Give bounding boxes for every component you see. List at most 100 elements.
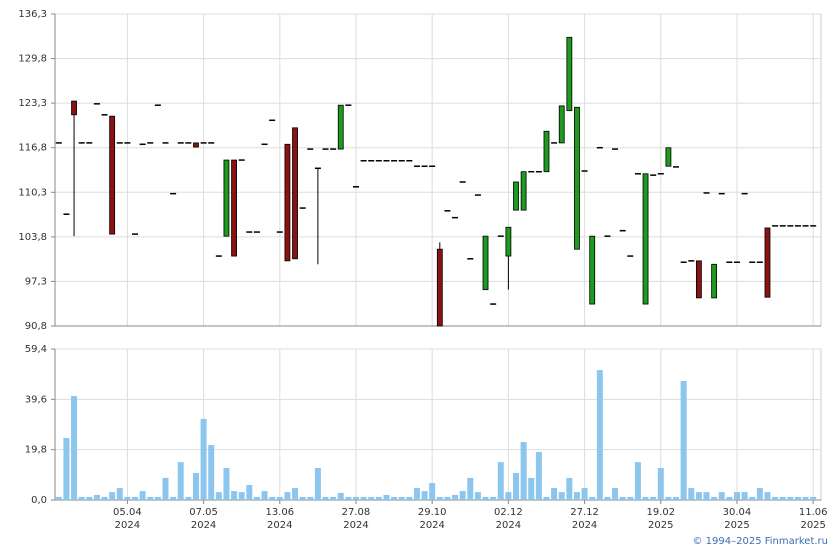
x-tick-label: 19.02 2025 (646, 507, 676, 531)
volume-bar (413, 488, 420, 500)
volume-bar (299, 496, 306, 500)
volume-bar (482, 496, 489, 500)
volume-bar (802, 496, 809, 500)
volume-bar (223, 467, 230, 500)
x-tick-label: 13.06 2024 (265, 507, 295, 531)
volume-bar (535, 451, 542, 500)
x-tick-label: 07.05 2024 (189, 507, 218, 531)
candle-body (711, 263, 718, 299)
y-tick-label: 110,3 (18, 187, 47, 198)
candle-body (337, 104, 344, 150)
volume-bar (185, 496, 192, 500)
x-tick-label: 30.04 2025 (722, 507, 752, 531)
volume-bar (208, 445, 215, 500)
volume-bar (772, 496, 779, 500)
volume-bar (231, 491, 238, 500)
x-tick-label: 05.04 2024 (113, 507, 142, 531)
volume-bar (551, 488, 558, 500)
volume-bar (86, 496, 93, 500)
volume-bar (573, 492, 580, 500)
volume-bar (543, 496, 550, 500)
volume-bar (650, 496, 657, 500)
x-tick-label: 11.06 2025 (798, 507, 828, 531)
volume-bar (794, 496, 801, 500)
volume-bar (756, 488, 763, 500)
candle-body (695, 260, 702, 299)
volume-bar (177, 462, 184, 500)
volume-bar (391, 496, 398, 500)
volume-bar (566, 477, 573, 500)
candle-body (436, 248, 443, 327)
y-tick-label: 59,4 (25, 344, 47, 355)
volume-bar (55, 496, 62, 500)
volume-bar (612, 488, 619, 500)
candle-body (543, 130, 550, 173)
volume-bar (322, 496, 329, 500)
volume-bar (314, 467, 321, 500)
candle-body (566, 36, 573, 112)
volume-bar (459, 491, 466, 500)
volume-bar (596, 370, 603, 500)
y-tick-label: 103,8 (18, 232, 47, 243)
watermark: © 1994–2025 Finmarket.ru (692, 536, 828, 547)
volume-bar (383, 494, 390, 500)
volume-bar (330, 496, 337, 500)
volume-bar (192, 473, 199, 500)
volume-bar (467, 477, 474, 500)
volume-bar (406, 496, 413, 500)
volume-bar (444, 496, 451, 500)
volume-bar (307, 496, 314, 500)
candle-body (284, 143, 291, 262)
candle-body (231, 159, 237, 257)
volume-bar (490, 496, 497, 500)
volume-bar (718, 492, 725, 500)
volume-bar (528, 477, 535, 500)
candle-body (223, 159, 230, 237)
volume-bar (703, 492, 710, 500)
volume-bar (619, 496, 626, 500)
candle-body (665, 147, 672, 167)
volume-bar (505, 492, 512, 500)
volume-bar (170, 496, 177, 500)
volume-bar (93, 494, 100, 500)
volume-bar (375, 496, 382, 500)
candle-body (193, 142, 199, 148)
candle-body (589, 235, 596, 305)
x-tick-label: 02.12 2024 (494, 507, 523, 531)
volume-bar (352, 496, 359, 500)
y-tick-label: 123,3 (18, 98, 47, 109)
y-tick-label: 136,3 (18, 9, 47, 20)
volume-bar (497, 462, 504, 500)
volume-bar (741, 492, 748, 500)
y-tick-label: 116,8 (18, 143, 47, 154)
candle-body (482, 235, 489, 291)
volume-bar (284, 492, 291, 500)
y-tick-label: 19,8 (25, 445, 47, 456)
volume-bar (132, 496, 139, 500)
candle-body (513, 181, 519, 211)
volume-bar (124, 496, 131, 500)
volume-bar (520, 442, 527, 500)
volume-bar (695, 492, 702, 500)
volume-bar (429, 482, 436, 500)
volume-bar (627, 496, 634, 500)
y-tick-label: 97,3 (25, 276, 47, 287)
volume-bar (215, 492, 222, 500)
y-tick-label: 39,6 (25, 394, 47, 405)
volume-bar (436, 496, 443, 500)
y-tick-label: 90,8 (25, 321, 47, 332)
volume-bar (292, 488, 299, 500)
candle-body (520, 171, 527, 211)
y-tick-label: 129,8 (18, 54, 47, 65)
volume-bar (642, 496, 649, 500)
volume-bar (269, 496, 276, 500)
volume-bar (200, 418, 207, 500)
volume-bar (398, 496, 405, 500)
volume-bar (360, 496, 367, 500)
volume-bar (634, 462, 641, 500)
x-tick-label: 27.12 2024 (570, 507, 599, 531)
volume-bar (779, 496, 786, 500)
volume-bar (726, 496, 733, 500)
volume-bar (253, 496, 260, 500)
